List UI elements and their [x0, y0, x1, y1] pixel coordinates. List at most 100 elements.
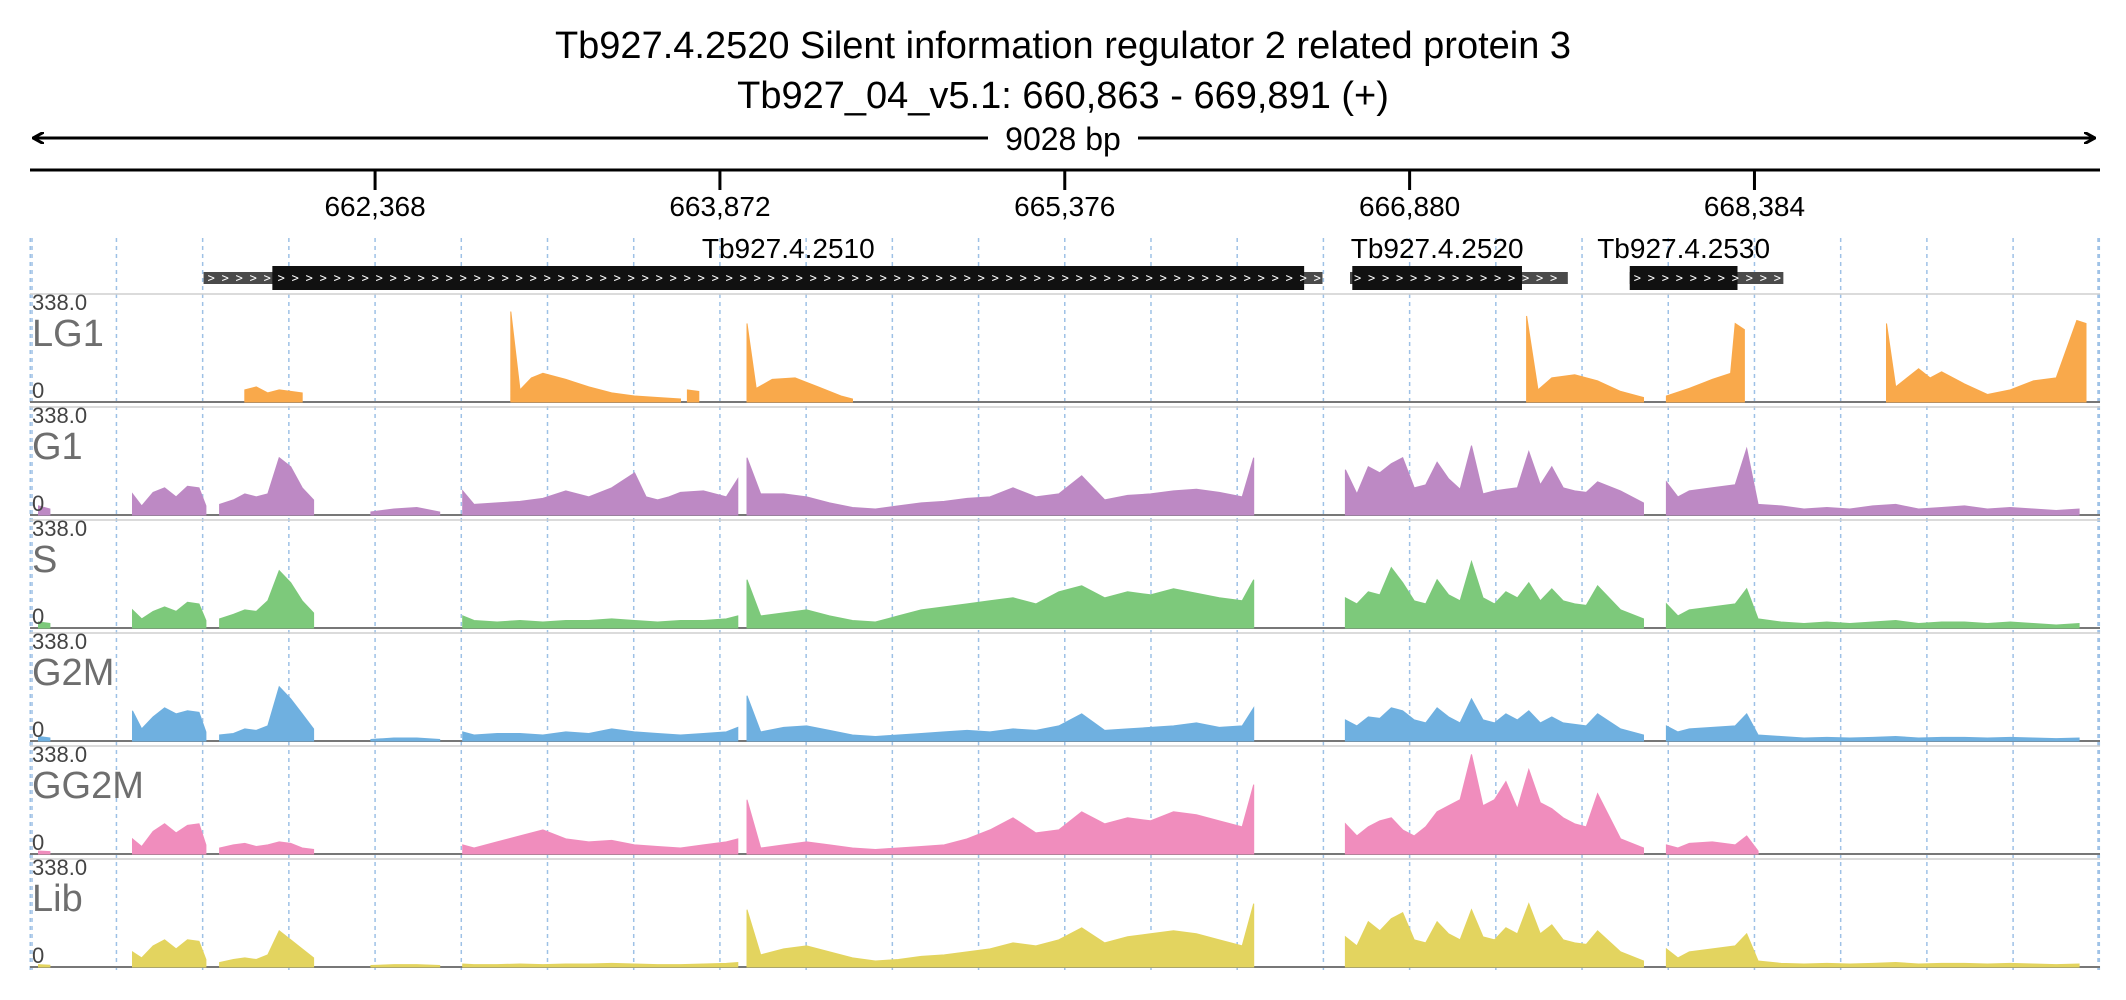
strand-arrow: > [1230, 271, 1237, 285]
strand-arrow: > [306, 271, 313, 285]
coverage-area [1526, 315, 1644, 403]
coverage-area [510, 311, 681, 403]
gene-models: > > > > > > > > > > > > > > > > > > > > > > > > > > > > > > > > > > > > > > > >… [203, 233, 1784, 290]
coverage-area [1665, 932, 2080, 968]
gene-model: > > > > > > > > > > > > > > > > > > > > > > > > > > > > > > > > > > > > > > > >… [203, 233, 1323, 290]
track-ymin-label: 0 [32, 604, 44, 629]
strand-arrow: > [1202, 271, 1209, 285]
strand-arrow: > [390, 271, 397, 285]
coordinate-ticks: 662,368 663,872 665,376 666,880 668,384 [324, 170, 1805, 222]
gene-cds [1352, 266, 1522, 290]
figure-title: Tb927.4.2520 Silent information regulato… [555, 25, 1571, 67]
track-name: Lib [32, 878, 83, 920]
strand-arrow: > [348, 271, 355, 285]
gene-label: Tb927.4.2520 [1351, 233, 1524, 264]
gene-label: Tb927.4.2530 [1597, 233, 1770, 264]
coverage-area [132, 939, 207, 968]
coverage-area [38, 621, 51, 629]
strand-arrow: > [1718, 271, 1725, 285]
coverage-area [1344, 902, 1644, 968]
strand-arrow: > [1244, 271, 1251, 285]
strand-arrow: > [1746, 271, 1753, 285]
coverage-area [462, 829, 739, 855]
coverage-tracks: 338.00LG1338.00G1338.00S338.00G2M338.00G… [30, 290, 2100, 968]
strand-arrow: > [1662, 271, 1669, 285]
strand-arrow: > [1634, 271, 1641, 285]
coverage-area [1665, 322, 1745, 403]
strand-arrow: > [1034, 271, 1041, 285]
coverage-area [219, 685, 315, 742]
coverage-area [219, 456, 315, 516]
coverage-area [370, 964, 441, 968]
strand-arrow: > [600, 271, 607, 285]
strand-arrow: > [460, 271, 467, 285]
tick-label: 663,872 [669, 191, 770, 222]
coverage-area [38, 735, 51, 742]
strand-arrow: > [670, 271, 677, 285]
strand-arrow: > [1774, 271, 1781, 285]
coverage-area [132, 707, 207, 742]
strand-arrow: > [698, 271, 705, 285]
coverage-area [132, 601, 207, 629]
coverage-area [746, 457, 1255, 516]
gene-cds [272, 266, 1305, 290]
strand-arrow: > [558, 271, 565, 285]
track-g2m: 338.0 0 G2M [30, 629, 2100, 742]
strand-arrow: > [894, 271, 901, 285]
strand-arrow: > [1494, 271, 1501, 285]
strand-arrow: > [572, 271, 579, 285]
coverage-area [462, 961, 739, 968]
strand-arrow: > [1216, 271, 1223, 285]
track-ymin-label: 0 [32, 943, 44, 968]
gene-cds [1629, 266, 1738, 290]
coverage-area [746, 784, 1255, 855]
strand-arrow: > [488, 271, 495, 285]
track-ymin-label: 0 [32, 491, 44, 516]
strand-arrow: > [334, 271, 341, 285]
track-lg1: 338.0 0 LG1 [30, 290, 2100, 403]
strand-arrow: > [1382, 271, 1389, 285]
strand-arrow: > [474, 271, 481, 285]
strand-arrow: > [950, 271, 957, 285]
gene-label: Tb927.4.2510 [702, 233, 875, 264]
coverage-area [1344, 697, 1644, 742]
strand-arrow: > [530, 271, 537, 285]
track-gg2m: 338.0 0 GG2M [30, 742, 2100, 855]
strand-arrow: > [1188, 271, 1195, 285]
coverage-area [462, 726, 739, 742]
strand-arrow: > [1760, 271, 1767, 285]
strand-arrow: > [1424, 271, 1431, 285]
track-name: S [32, 539, 57, 581]
coverage-area [1665, 712, 2080, 742]
coverage-area [746, 579, 1255, 629]
track-lib: 338.0 0 Lib [30, 855, 2100, 968]
coverage-area [1886, 319, 2087, 403]
strand-arrow: > [880, 271, 887, 285]
track-name: G1 [32, 426, 83, 468]
strand-arrow: > [782, 271, 789, 285]
track-ymin-label: 0 [32, 378, 44, 403]
strand-arrow: > [1410, 271, 1417, 285]
strand-arrow: > [1368, 271, 1375, 285]
strand-arrow: > [1314, 271, 1321, 285]
strand-arrow: > [1466, 271, 1473, 285]
strand-arrow: > [1704, 271, 1711, 285]
strand-arrow: > [278, 271, 285, 285]
coverage-area [746, 695, 1255, 742]
track-ymax-label: 338.0 [32, 516, 87, 541]
strand-arrow: > [922, 271, 929, 285]
coverage-area [244, 386, 303, 403]
track-ymin-label: 0 [32, 830, 44, 855]
strand-arrow: > [1076, 271, 1083, 285]
coverage-area [746, 903, 1255, 968]
strand-arrow: > [992, 271, 999, 285]
coverage-area [1344, 559, 1644, 629]
strand-arrow: > [1146, 271, 1153, 285]
strand-arrow: > [754, 271, 761, 285]
strand-arrow: > [236, 271, 243, 285]
track-ymax-label: 338.0 [32, 629, 87, 654]
coverage-area [38, 850, 51, 855]
strand-arrow: > [684, 271, 691, 285]
coverage-area [219, 841, 315, 855]
